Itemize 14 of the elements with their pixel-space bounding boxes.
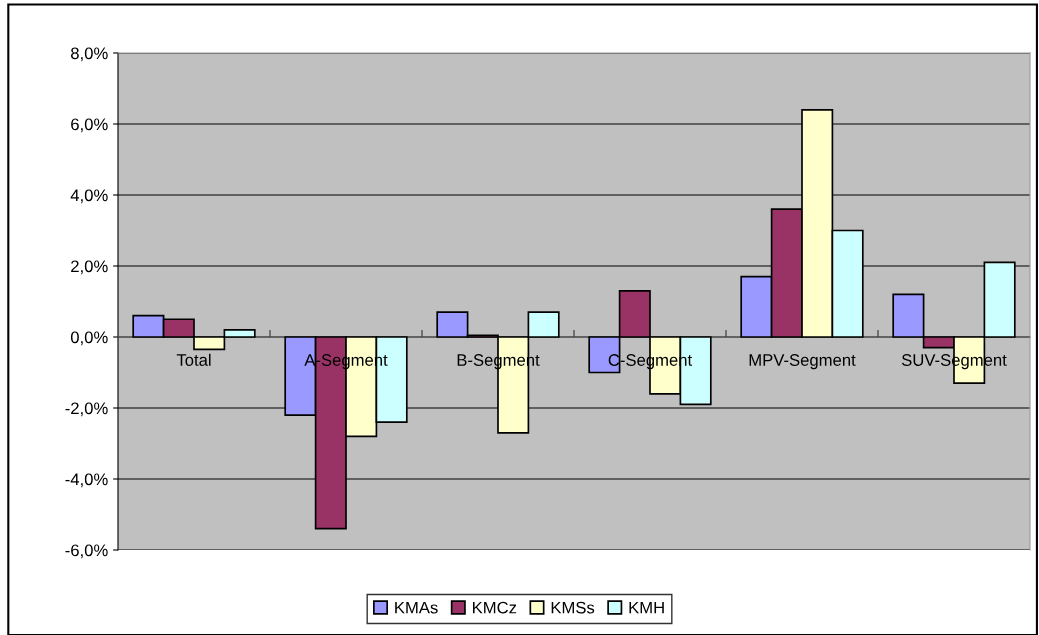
y-tick-label: 6,0% [71,118,108,133]
y-tick-label: 8,0% [71,47,108,62]
legend-label: KMCz [473,601,517,614]
x-tick-label: Total [176,353,211,366]
y-tick-label: -2,0% [65,402,108,417]
legend-label: KMH [629,601,664,614]
y-tick-label: -4,0% [65,473,108,488]
y-tick-label: -6,0% [65,544,108,559]
x-tick-label: MPV-Segment [749,354,856,370]
legend-label: KMAs [395,601,438,614]
y-tick-label: 0,0% [70,331,108,346]
y-tick-label: 2,0% [71,260,108,275]
y-tick-label: 4,0% [70,189,108,204]
legend-label: KMSs [551,601,595,614]
